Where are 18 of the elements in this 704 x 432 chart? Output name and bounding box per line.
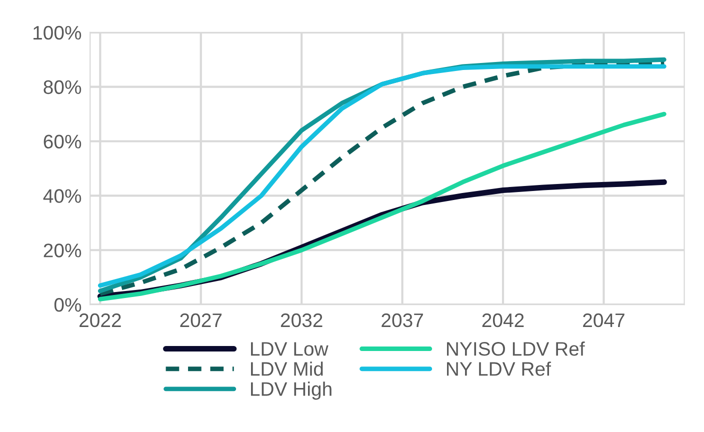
legend-label: NYISO LDV Ref <box>447 342 585 356</box>
y-tick-label: 0% <box>54 298 82 312</box>
legend-label: LDV Mid <box>251 362 323 376</box>
y-tick-label: 20% <box>44 244 82 258</box>
y-tick-label: 100% <box>34 26 82 40</box>
x-tick-label: 2047 <box>583 313 624 328</box>
x-tick-label: 2027 <box>180 313 222 328</box>
x-tick-label: 2022 <box>80 313 121 328</box>
x-tick-label: 2032 <box>280 313 322 328</box>
legend-label: NY LDV Ref <box>447 362 552 376</box>
y-tick-label: 80% <box>44 80 82 94</box>
line-series <box>98 112 666 302</box>
legend-label: LDV Low <box>251 342 328 356</box>
y-tick-label: 40% <box>43 189 82 203</box>
x-tick-label: 2042 <box>482 313 524 328</box>
y-tick-label: 60% <box>44 134 82 148</box>
x-tick-label: 2037 <box>382 313 423 328</box>
legend-label: LDV High <box>251 382 332 400</box>
